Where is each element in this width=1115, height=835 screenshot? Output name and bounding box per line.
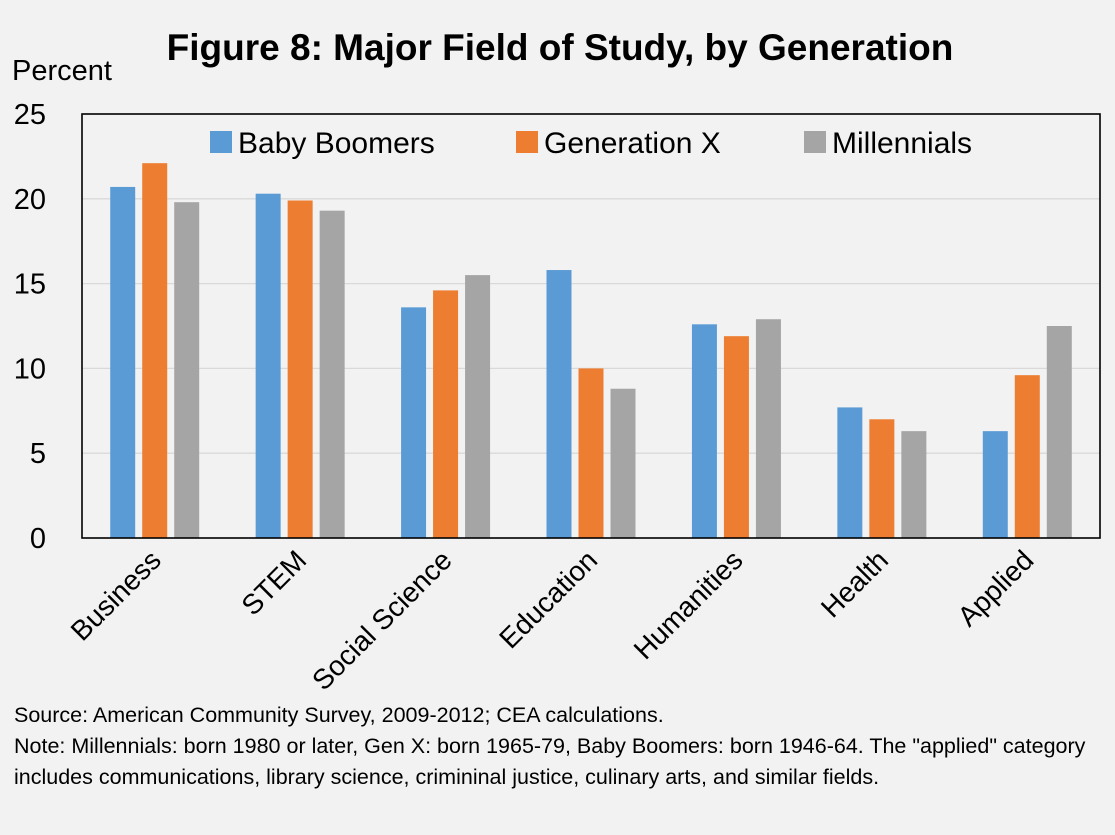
bar [982, 431, 1008, 538]
y-tick-label: 5 [30, 438, 46, 470]
y-tick-label: 0 [30, 523, 46, 555]
chart: Figure 8: Major Field of Study, by Gener… [12, 27, 1101, 696]
bar [110, 186, 136, 539]
x-category-label: Health [815, 544, 894, 623]
plot-area-frame [81, 113, 1101, 539]
x-category-label: Applied [952, 544, 1040, 632]
legend-swatch [804, 131, 826, 153]
bar [255, 193, 281, 538]
bar [1014, 375, 1040, 538]
y-tick-label: 20 [14, 184, 46, 216]
bar [319, 210, 345, 538]
y-axis-label: Percent [12, 55, 112, 87]
legend-swatch [516, 131, 538, 153]
bar [546, 270, 572, 538]
legend-label: Baby Boomers [238, 127, 435, 160]
y-axis-ticks: 0 5 10 15 20 25 [14, 99, 46, 555]
legend-label: Generation X [544, 127, 721, 160]
bar [578, 368, 604, 538]
legend-label: Millennials [832, 127, 972, 160]
chart-title: Figure 8: Major Field of Study, by Gener… [167, 27, 954, 68]
bar [142, 163, 168, 538]
legend: Baby Boomers Generation X Millennials [210, 127, 972, 160]
x-category-label: STEM [235, 544, 312, 621]
y-tick-label: 25 [14, 99, 46, 131]
legend-swatch [210, 131, 232, 153]
bar [174, 202, 200, 538]
bars [110, 163, 1072, 539]
bar [691, 324, 717, 538]
bar [723, 336, 749, 538]
explanatory-note: Note: Millennials: born 1980 or later, G… [14, 734, 1086, 789]
x-category-label: Education [493, 544, 603, 654]
bar [901, 431, 927, 538]
footnotes: Source: American Community Survey, 2009-… [14, 700, 1104, 793]
bar [287, 200, 313, 538]
bar [869, 419, 895, 538]
x-category-label: Social Science [306, 544, 458, 696]
bar [465, 275, 491, 538]
x-category-label: Business [65, 544, 167, 646]
source-note: Source: American Community Survey, 2009-… [14, 703, 664, 727]
bar [433, 290, 459, 538]
y-tick-label: 15 [14, 269, 46, 301]
bar [1046, 326, 1072, 538]
x-category-label: Humanities [628, 544, 749, 665]
bar [755, 319, 781, 538]
y-tick-label: 10 [14, 353, 46, 385]
bar [837, 407, 863, 538]
bar [610, 388, 636, 538]
bar [401, 307, 427, 538]
